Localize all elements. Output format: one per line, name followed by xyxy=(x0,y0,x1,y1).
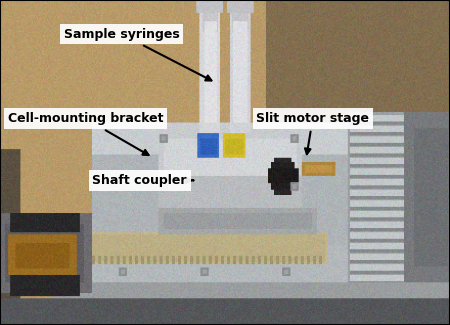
Text: Slit motor stage: Slit motor stage xyxy=(256,112,369,154)
Text: Cell-mounting bracket: Cell-mounting bracket xyxy=(8,112,163,155)
Text: Sample syringes: Sample syringes xyxy=(63,28,211,81)
Text: Shaft coupler: Shaft coupler xyxy=(92,174,194,187)
